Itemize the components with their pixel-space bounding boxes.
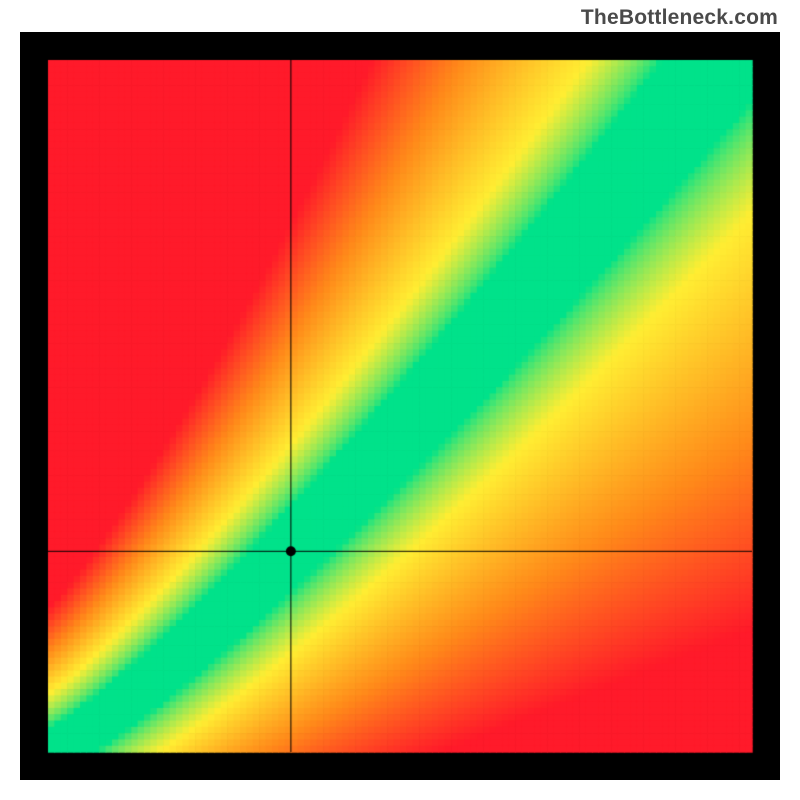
heatmap-canvas (20, 32, 780, 780)
watermark-text: TheBottleneck.com (581, 6, 778, 30)
heatmap-plot (20, 32, 780, 780)
